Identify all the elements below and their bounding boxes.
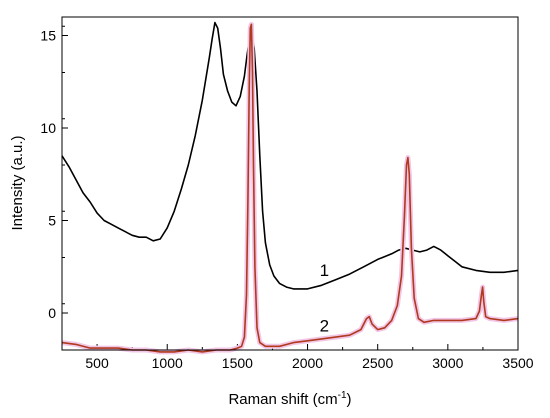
y-tick-label: 10	[40, 120, 56, 136]
x-tick-label: 2000	[292, 355, 323, 371]
x-axis-label-main: Raman shift (cm	[228, 391, 337, 408]
x-tick-label: 3500	[502, 355, 533, 371]
series-2-halo	[61, 21, 519, 355]
y-tick-label: 15	[40, 28, 56, 44]
x-axis-label-superscript: -1	[338, 390, 347, 401]
series-layer	[61, 21, 519, 355]
x-axis-ticks: 500 1000 1500 2000 2500 3000 3500	[61, 344, 534, 371]
x-tick-label: 500	[85, 355, 109, 371]
series-line-1	[61, 21, 519, 290]
plot-frame	[61, 16, 519, 351]
y-axis-label: Intensity (a.u.)	[9, 135, 26, 230]
x-tick-label: 1500	[222, 355, 253, 371]
y-tick-label: 5	[48, 213, 56, 229]
y-tick-label: 0	[48, 305, 56, 321]
x-tick-label: 3000	[432, 355, 463, 371]
curve-label-1: 1	[320, 261, 329, 280]
curve-label-2: 2	[320, 317, 329, 336]
x-axis-label-end: )	[347, 391, 352, 408]
series-line-2	[61, 23, 519, 353]
x-tick-label: 1000	[152, 355, 183, 371]
y-axis-ticks: 0 5 10 15	[40, 25, 68, 351]
x-axis-label: Raman shift (cm-1)	[228, 390, 351, 408]
annotation-layer: 12	[320, 261, 329, 336]
x-tick-label: 2500	[362, 355, 393, 371]
